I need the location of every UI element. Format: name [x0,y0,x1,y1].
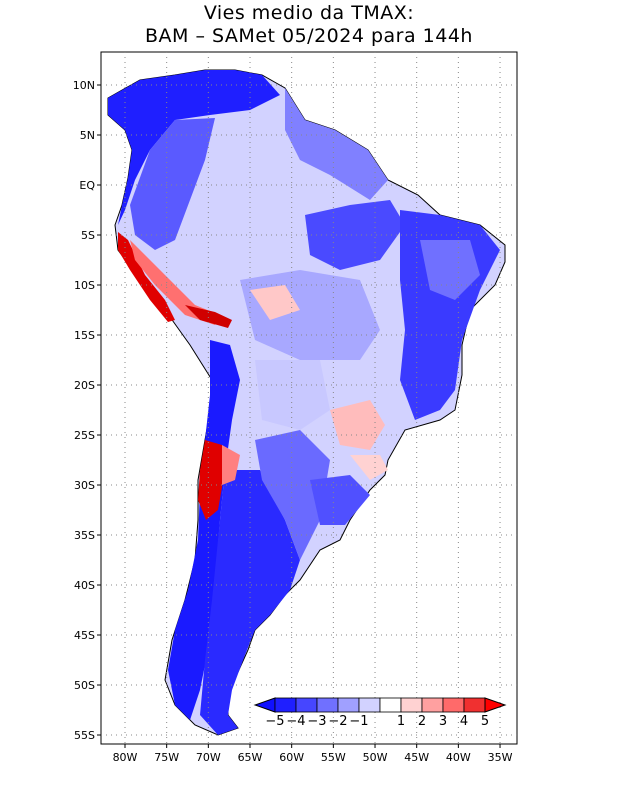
lat-tick-label: 30S [74,479,95,492]
altiplano-red [185,305,232,328]
colorbar-swatch [379,697,402,713]
lon-tick-label: 50W [363,751,388,764]
lat-tick-label: 50S [74,679,95,692]
colorbar-min-arrow [253,697,276,713]
colorbar-label: 1 [397,714,405,729]
colorbar-label: −1 [349,714,368,729]
lat-tick-label: 55S [74,729,95,742]
colorbar-swatch [316,697,339,713]
lon-tick-label: 45W [404,751,429,764]
lat-tick-label: 5S [81,229,95,242]
lon-tick-label: 80W [113,751,138,764]
peru-coast-red [118,232,175,322]
lon-tick-label: 55W [321,751,346,764]
colorbar-label: 4 [460,714,468,729]
lat-tick-label: EQ [79,179,95,192]
south-brazil-pink [350,455,388,480]
uruguay-blue [310,475,370,525]
plot-frame [100,51,518,745]
lat-tick-label: 45S [74,629,95,642]
colorbar-swatch [400,697,423,713]
chile-north-red [198,440,225,520]
colorbar-swatch [421,697,444,713]
colorbar-max-arrow [484,697,507,713]
colorbar-label: 2 [418,714,426,729]
colorbar-label: −2 [328,714,347,729]
lat-tick-label: 40S [74,579,95,592]
lon-tick-label: 70W [196,751,221,764]
colorbar-label: −3 [307,714,326,729]
northeast-light-blue [420,240,480,300]
southeast-pink [330,400,385,450]
map-title-line1: Vies medio da TMAX: [203,2,415,24]
lat-tick-label: 35S [74,529,95,542]
colorbar-swatch [463,697,486,713]
colorbar-label: −5 [265,714,284,729]
central-pink [250,285,300,320]
lon-tick-label: 75W [154,751,179,764]
lat-tick-label: 10N [73,79,95,92]
latitude-labels: 10N 5N EQ 5S 10S 15S 20S 25S 30S 35S 40S 45S 50S 55S [73,79,96,742]
lon-tick-label: 35W [488,751,513,764]
chaco-light [255,360,330,430]
lat-tick-label: 10S [74,279,95,292]
lat-tick-label: 20S [74,379,95,392]
map-title-line2: BAM – SAMet 05/2024 para 144h [145,25,473,47]
northwest-mid-blue [130,118,215,250]
longitude-labels: 80W 75W 70W 65W 60W 55W 50W 45W 40W 35W [113,751,513,764]
colorbar-swatch [442,697,465,713]
colorbar-label: 3 [439,714,447,729]
colorbar-swatch [337,697,360,713]
lat-tick-label: 15S [74,329,95,342]
pampas-mid-blue [255,430,330,560]
colorbar-label: −4 [286,714,305,729]
colorbar: −5 −4 −3 −2 −1 1 2 3 4 5 [253,697,507,729]
guiana-mid-blue [285,88,388,200]
colorbar-swatch [295,697,318,713]
colorbar-swatch [274,697,297,713]
northern-deep-blue [108,70,280,225]
chile-north-pink [222,445,240,485]
lat-tick-label: 5N [80,129,95,142]
lon-tick-label: 40W [446,751,471,764]
lat-tick-label: 25S [74,429,95,442]
gridlines [97,52,517,748]
lon-tick-label: 65W [238,751,263,764]
lon-tick-label: 60W [279,751,304,764]
colorbar-swatch [358,697,381,713]
colorbar-label: 5 [481,714,489,729]
amazon-blue [305,200,405,270]
